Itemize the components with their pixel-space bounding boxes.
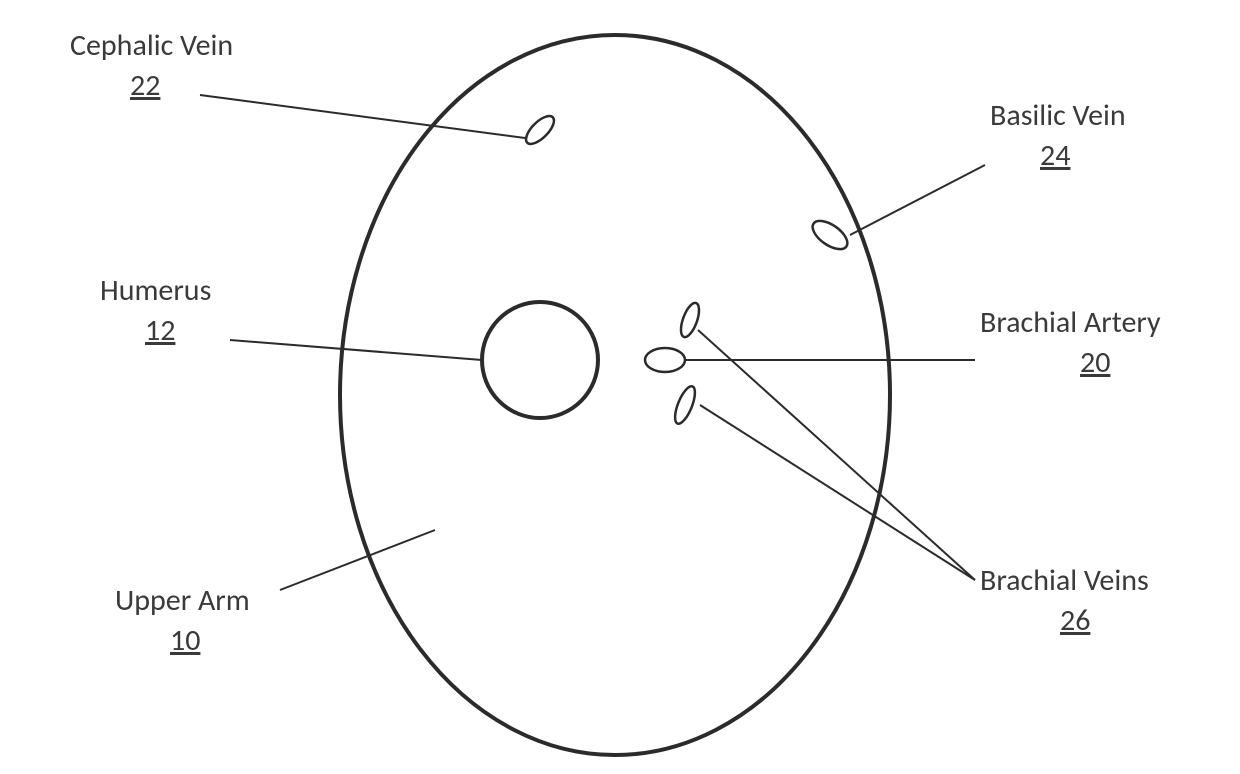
label-upper-arm-num: 10 — [170, 622, 200, 659]
anatomy-diagram: Cephalic Vein 22 Basilic Vein 24 Humerus… — [0, 0, 1240, 774]
label-basilic: Basilic Vein — [990, 97, 1126, 134]
brachial-vein-lower-shape — [671, 384, 699, 426]
leader-lines — [200, 95, 985, 590]
label-humerus: Humerus — [100, 272, 211, 309]
label-brachial-veins-num: 26 — [1060, 602, 1090, 639]
label-cephalic-num: 22 — [130, 67, 160, 104]
labels: Cephalic Vein 22 Basilic Vein 24 Humerus… — [70, 27, 1161, 659]
label-brachial-artery: Brachial Artery — [980, 304, 1161, 341]
leader-basilic — [850, 165, 985, 235]
cephalic-vein-shape — [522, 112, 559, 149]
leader-humerus — [230, 340, 482, 360]
upper-arm-outline — [340, 35, 890, 755]
leader-brachial-v1 — [698, 330, 975, 580]
leader-upper-arm — [280, 530, 435, 590]
humerus-shape — [482, 302, 598, 418]
brachial-artery-shape — [645, 348, 685, 372]
label-brachial-artery-num: 20 — [1080, 344, 1110, 381]
label-cephalic: Cephalic Vein — [70, 27, 233, 64]
basilic-vein-shape — [808, 215, 852, 254]
leader-brachial-v2 — [700, 405, 975, 580]
label-basilic-num: 24 — [1040, 137, 1070, 174]
brachial-vein-upper-shape — [677, 301, 702, 340]
label-brachial-veins: Brachial Veins — [980, 562, 1149, 599]
label-humerus-num: 12 — [145, 312, 175, 349]
label-upper-arm: Upper Arm — [115, 582, 250, 619]
leader-cephalic — [200, 95, 525, 138]
